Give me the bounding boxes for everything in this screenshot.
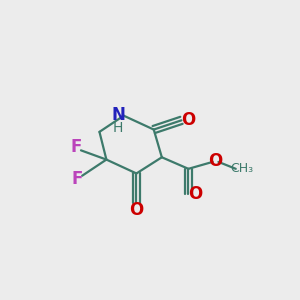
Text: O: O xyxy=(129,201,144,219)
Text: O: O xyxy=(208,152,222,170)
Text: CH₃: CH₃ xyxy=(230,162,253,175)
Text: O: O xyxy=(181,111,196,129)
Text: O: O xyxy=(188,185,202,203)
Text: F: F xyxy=(71,169,83,188)
Text: F: F xyxy=(70,138,82,156)
Text: N: N xyxy=(111,106,125,124)
Text: H: H xyxy=(113,122,123,135)
